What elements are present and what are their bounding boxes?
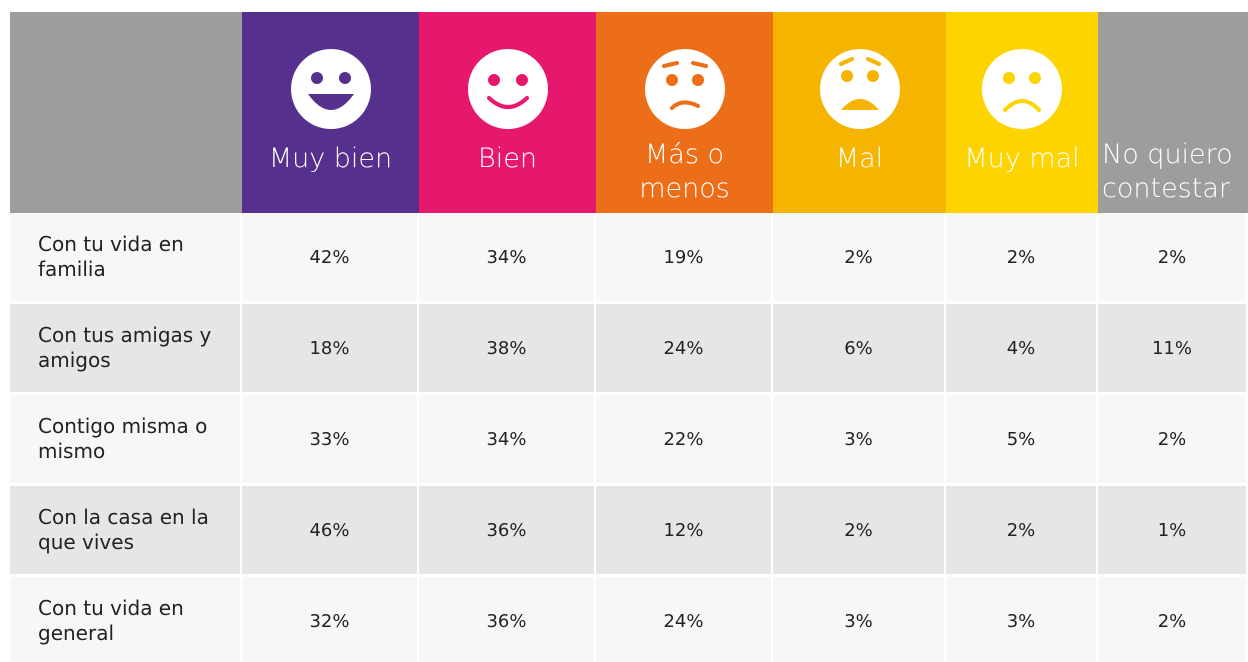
value-cell: 11% (1098, 304, 1248, 394)
value-cell: 36% (419, 486, 596, 576)
value-cell: 3% (773, 577, 946, 662)
value-cell: 42% (242, 213, 419, 303)
value-cell: 6% (773, 304, 946, 394)
face-icon (467, 49, 548, 129)
header-label: Bien (478, 143, 537, 174)
row-label: Con la casa en la que vives (10, 486, 242, 576)
value-cell: 32% (242, 577, 419, 662)
value-cell: 3% (946, 577, 1098, 662)
row-label: Con tu vida en familia (10, 213, 242, 303)
value-cell: 2% (1098, 395, 1248, 485)
face-icon (290, 49, 371, 129)
row-label: Contigo misma o mismo (10, 395, 242, 485)
header-label: No quiero contestar (1102, 139, 1233, 204)
value-cell: 22% (596, 395, 773, 485)
value-cell: 2% (1098, 577, 1248, 662)
value-cell: 36% (419, 577, 596, 662)
value-cell: 19% (596, 213, 773, 303)
header-label: Más o menos (639, 139, 730, 204)
value-cell: 2% (1098, 213, 1248, 303)
value-cell: 24% (596, 577, 773, 662)
row-label: Con tus amigas y amigos (10, 304, 242, 394)
value-cell: 34% (419, 395, 596, 485)
value-cell: 2% (946, 486, 1098, 576)
value-cell: 2% (773, 213, 946, 303)
value-cell: 3% (773, 395, 946, 485)
face-icon (819, 49, 900, 129)
value-cell: 34% (419, 213, 596, 303)
header-cell: Más o menos (596, 12, 773, 213)
value-cell: 2% (946, 213, 1098, 303)
value-cell: 18% (242, 304, 419, 394)
header-label: Mal (835, 143, 884, 174)
header-cell: Mal (773, 12, 946, 213)
face-icon (982, 49, 1062, 129)
value-cell: 46% (242, 486, 419, 576)
value-cell: 24% (596, 304, 773, 394)
header-corner (10, 12, 242, 213)
header-cell: No quiero contestar (1098, 12, 1248, 213)
value-cell: 38% (419, 304, 596, 394)
header-cell: Muy bien (242, 12, 419, 213)
value-cell: 5% (946, 395, 1098, 485)
value-cell: 2% (773, 486, 946, 576)
header-label: Muy bien (268, 143, 393, 174)
value-cell: 4% (946, 304, 1098, 394)
header-cell: Bien (419, 12, 596, 213)
value-cell: 1% (1098, 486, 1248, 576)
row-label: Con tu vida en general (10, 577, 242, 662)
value-cell: 12% (596, 486, 773, 576)
header-label: Muy mal (964, 143, 1080, 174)
face-icon (644, 49, 725, 129)
value-cell: 33% (242, 395, 419, 485)
header-cell: Muy mal (946, 12, 1098, 213)
